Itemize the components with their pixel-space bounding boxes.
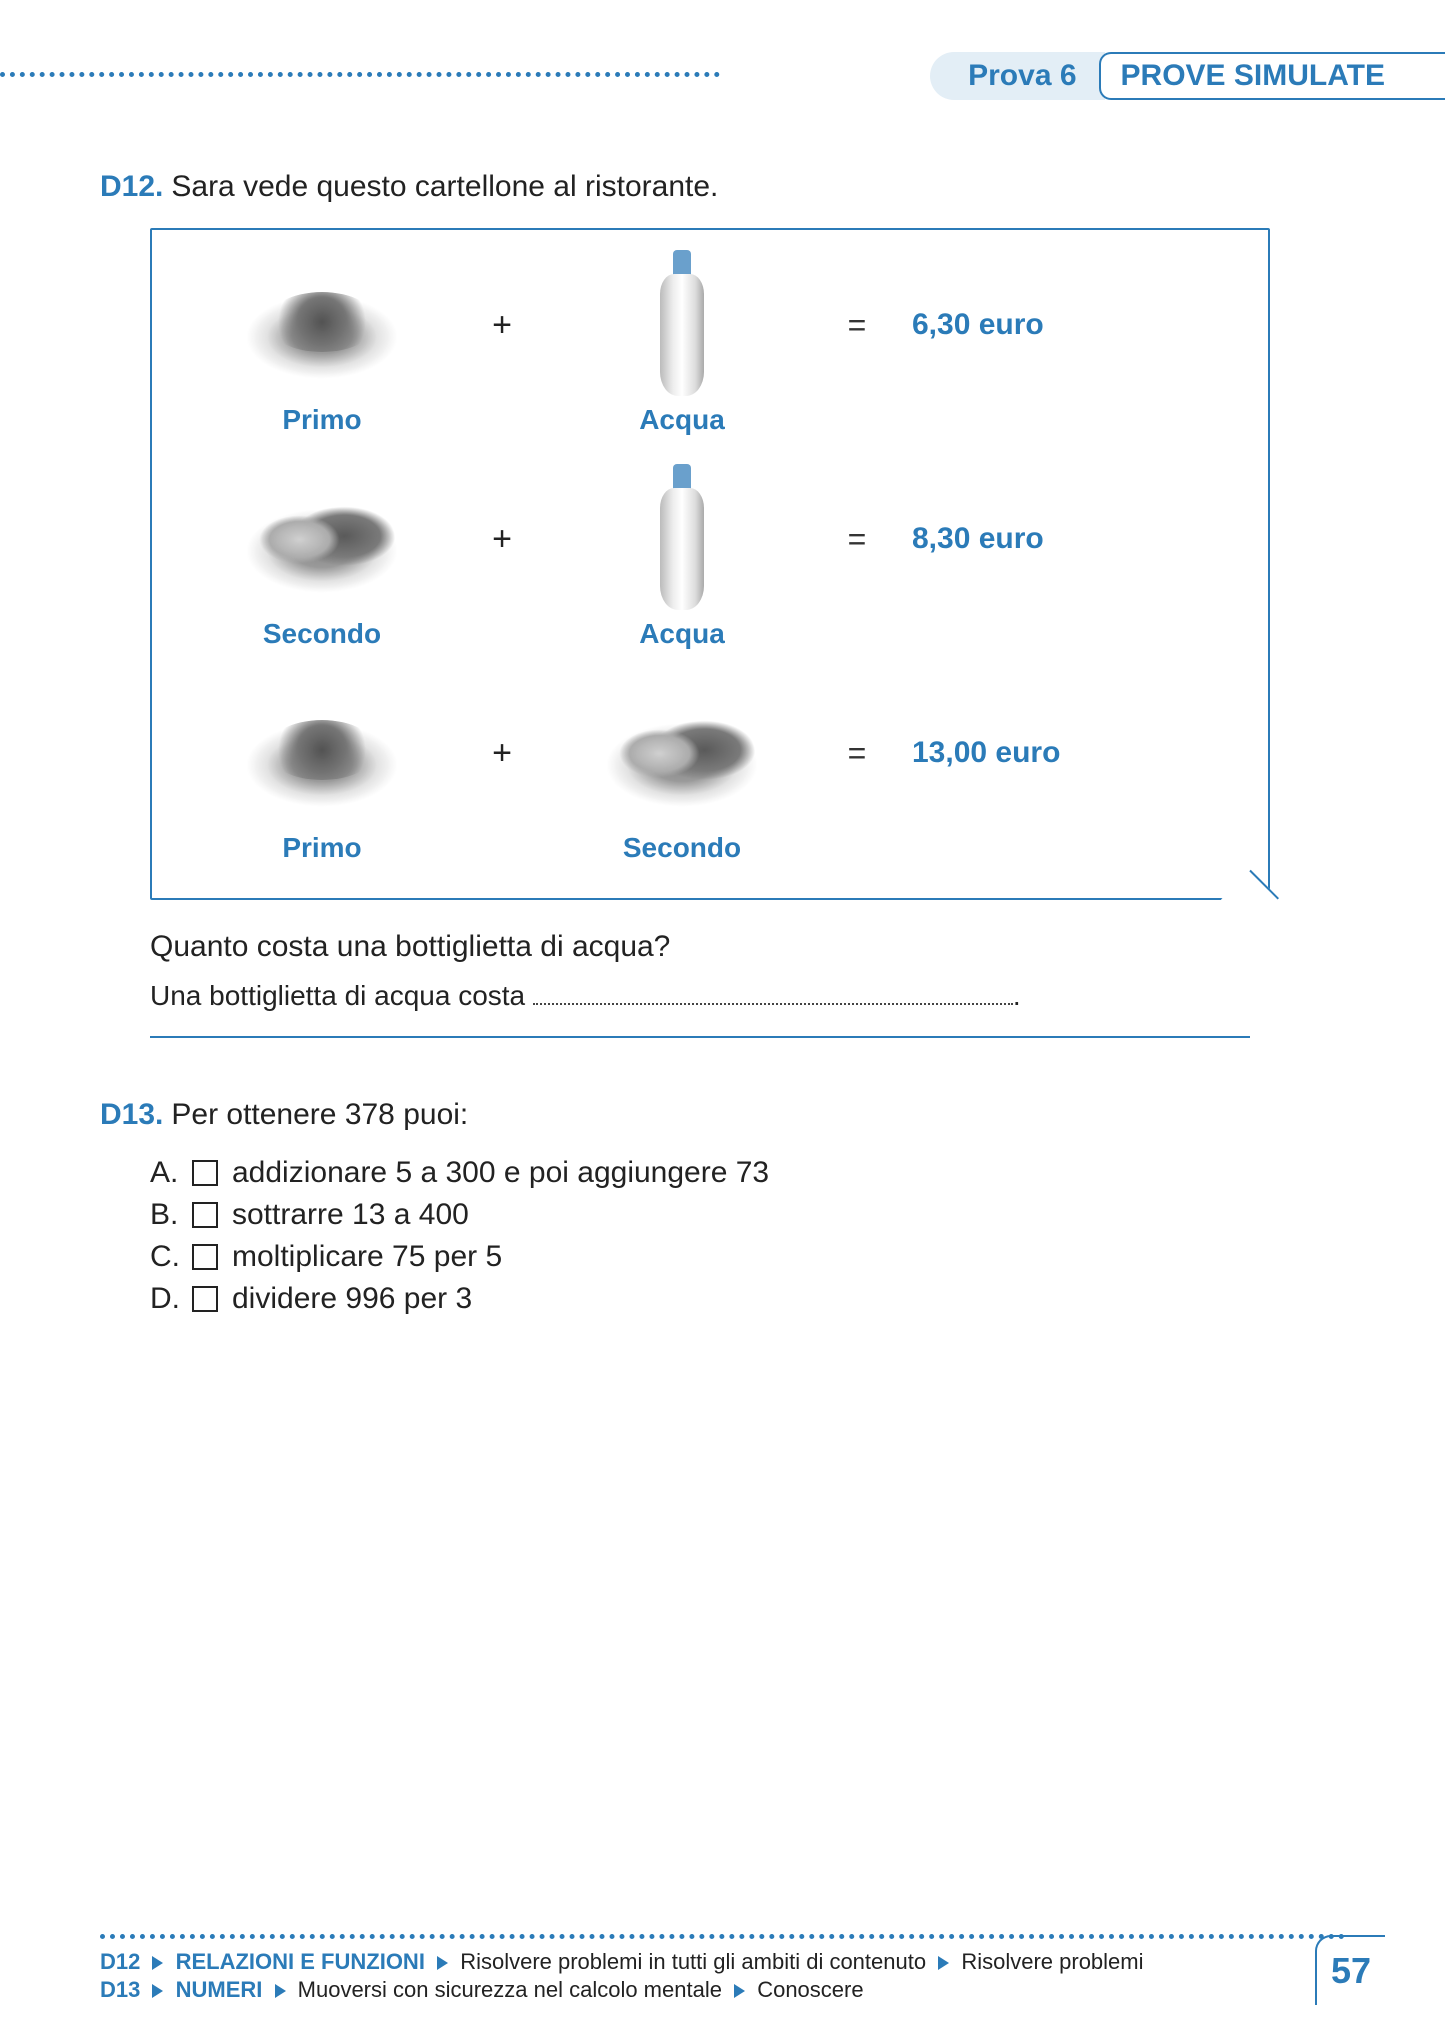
- label-item2: Secondo: [542, 832, 822, 864]
- price: 8,30 euro: [892, 522, 1044, 556]
- question-id: D13.: [100, 1098, 163, 1132]
- triangle-icon: [734, 1984, 745, 1998]
- menu-board: + = 6,30 euro Primo Acqua + = 8,30 euro …: [150, 228, 1270, 900]
- triangle-icon: [275, 1984, 286, 1998]
- tab-prova: Prova 6: [930, 52, 1104, 100]
- ref-part2: Conoscere: [757, 1977, 863, 2002]
- checkbox[interactable]: [192, 1160, 218, 1186]
- dotted-rule-top: [0, 72, 720, 77]
- menu-row-labels: Primo Secondo: [182, 832, 1238, 864]
- triangle-icon: [437, 1956, 448, 1970]
- page-footer: D12 RELAZIONI E FUNZIONI Risolvere probl…: [0, 1934, 1445, 2005]
- plus-sign: +: [462, 520, 542, 559]
- food-secondo-image: [542, 678, 822, 828]
- option-d: D. dividere 996 per 3: [150, 1282, 1345, 1316]
- label-item1: Secondo: [182, 618, 462, 650]
- dotted-rule-bottom: [100, 1934, 1345, 1939]
- price: 13,00 euro: [892, 736, 1060, 770]
- question-d13-prompt: D13. Per ottenere 378 puoi:: [100, 1098, 1345, 1132]
- option-letter: D.: [150, 1282, 192, 1316]
- checkbox[interactable]: [192, 1244, 218, 1270]
- triangle-icon: [938, 1956, 949, 1970]
- option-text: addizionare 5 a 300 e poi aggiungere 73: [232, 1156, 769, 1190]
- ref-line-d12: D12 RELAZIONI E FUNZIONI Risolvere probl…: [100, 1949, 1345, 1975]
- ref-category: NUMERI: [176, 1977, 263, 2002]
- question-d12-prompt: D12. Sara vede questo cartellone al rist…: [100, 170, 1345, 204]
- checkbox[interactable]: [192, 1202, 218, 1228]
- plus-sign: +: [462, 734, 542, 773]
- page-content: D12. Sara vede questo cartellone al rist…: [0, 120, 1445, 1316]
- option-letter: A.: [150, 1156, 192, 1190]
- ref-line-d13: D13 NUMERI Muoversi con sicurezza nel ca…: [100, 1977, 1345, 2003]
- tab-section: PROVE SIMULATE: [1099, 52, 1445, 100]
- options-list: A. addizionare 5 a 300 e poi aggiungere …: [150, 1156, 1345, 1316]
- menu-row: + = 8,30 euro: [182, 464, 1238, 614]
- ref-part1: Muoversi con sicurezza nel calcolo menta…: [298, 1977, 722, 2002]
- option-a: A. addizionare 5 a 300 e poi aggiungere …: [150, 1156, 1345, 1190]
- question-d13: D13. Per ottenere 378 puoi: A. addiziona…: [100, 1098, 1345, 1316]
- label-item2: Acqua: [542, 618, 822, 650]
- label-item1: Primo: [182, 404, 462, 436]
- plus-sign: +: [462, 306, 542, 345]
- question-text: Sara vede questo cartellone al ristorant…: [171, 170, 718, 204]
- equals-sign: =: [822, 307, 892, 344]
- water-bottle-image: [542, 464, 822, 614]
- food-primo-image: [182, 678, 462, 828]
- label-item2: Acqua: [542, 404, 822, 436]
- question-text: Per ottenere 378 puoi:: [171, 1098, 468, 1132]
- option-b: B. sottrarre 13 a 400: [150, 1198, 1345, 1232]
- price: 6,30 euro: [892, 308, 1044, 342]
- answer-lead: Una bottiglietta di acqua costa: [150, 980, 533, 1011]
- ref-part1: Risolvere problemi in tutti gli ambiti d…: [460, 1949, 926, 1974]
- checkbox[interactable]: [192, 1286, 218, 1312]
- option-text: dividere 996 per 3: [232, 1282, 472, 1316]
- option-c: C. moltiplicare 75 per 5: [150, 1240, 1345, 1274]
- divider: [150, 1036, 1250, 1038]
- menu-row-labels: Secondo Acqua: [182, 618, 1238, 650]
- answer-tail: .: [1013, 980, 1021, 1011]
- water-bottle-image: [542, 250, 822, 400]
- question-d12: D12. Sara vede questo cartellone al rist…: [100, 170, 1345, 1038]
- triangle-icon: [152, 1984, 163, 1998]
- menu-row-labels: Primo Acqua: [182, 404, 1238, 436]
- subquestion: Quanto costa una bottiglietta di acqua?: [150, 930, 1345, 964]
- answer-line: Una bottiglietta di acqua costa .: [150, 980, 1345, 1012]
- ref-id: D13: [100, 1977, 140, 2002]
- ref-id: D12: [100, 1949, 140, 1974]
- triangle-icon: [152, 1956, 163, 1970]
- ref-part2: Risolvere problemi: [961, 1949, 1143, 1974]
- question-id: D12.: [100, 170, 163, 204]
- equals-sign: =: [822, 521, 892, 558]
- menu-row: + = 13,00 euro: [182, 678, 1238, 828]
- page-header: Prova 6 PROVE SIMULATE: [0, 40, 1445, 120]
- ref-category: RELAZIONI E FUNZIONI: [176, 1949, 425, 1974]
- food-primo-image: [182, 250, 462, 400]
- option-letter: C.: [150, 1240, 192, 1274]
- option-text: sottrarre 13 a 400: [232, 1198, 469, 1232]
- food-secondo-image: [182, 464, 462, 614]
- option-letter: B.: [150, 1198, 192, 1232]
- answer-blank[interactable]: [533, 1003, 1013, 1005]
- menu-row: + = 6,30 euro: [182, 250, 1238, 400]
- header-tabs: Prova 6 PROVE SIMULATE: [930, 52, 1445, 100]
- option-text: moltiplicare 75 per 5: [232, 1240, 502, 1274]
- equals-sign: =: [822, 735, 892, 772]
- label-item1: Primo: [182, 832, 462, 864]
